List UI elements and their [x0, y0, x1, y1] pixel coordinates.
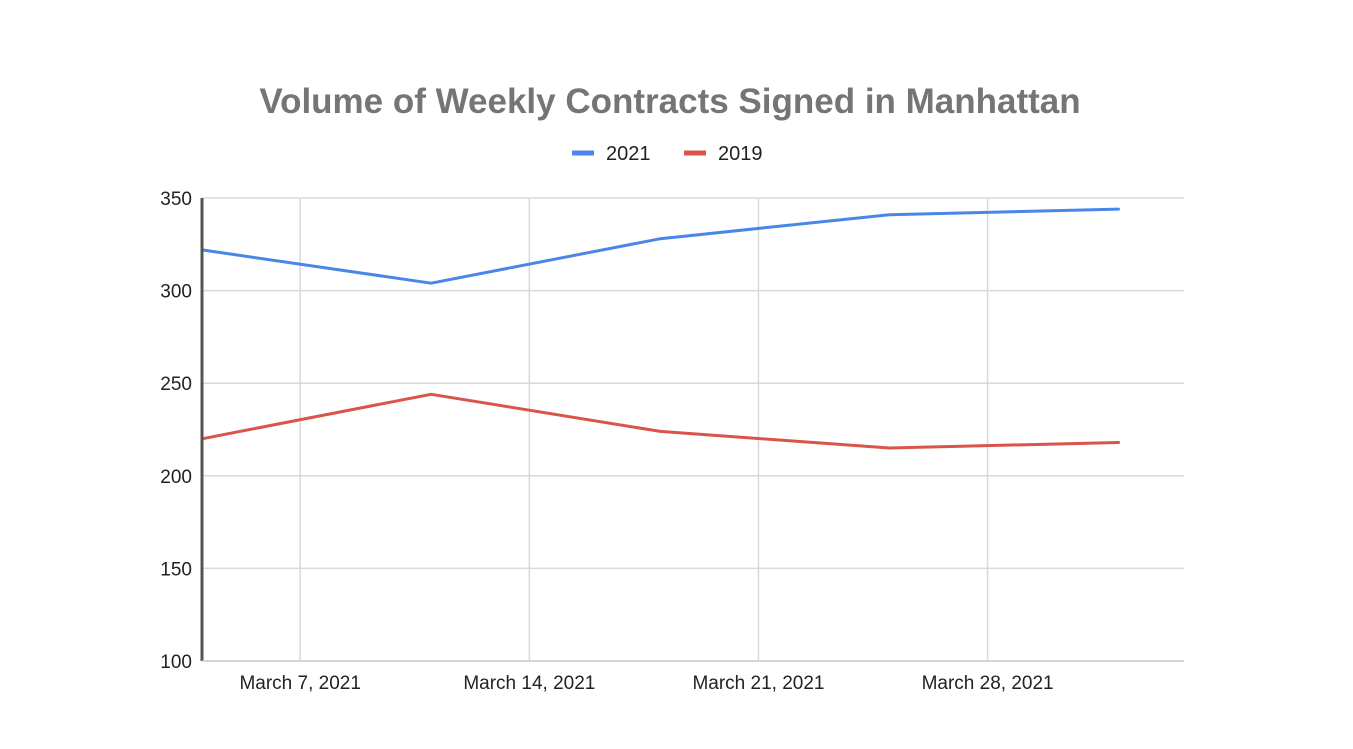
y-tick-label: 300	[160, 282, 192, 303]
y-tick-label: 350	[160, 189, 192, 210]
y-tick-label: 150	[160, 559, 192, 580]
x-tick-label: March 21, 2021	[692, 673, 824, 694]
series-line-2021	[200, 207, 1120, 285]
legend: 2021 2019	[572, 143, 763, 165]
y-axis-ticks: 100 150 200 250 300 350	[160, 189, 192, 673]
x-tick-label: March 7, 2021	[239, 673, 360, 694]
data-point	[428, 391, 434, 397]
legend-label-2021: 2021	[606, 143, 651, 165]
x-axis-ticks: March 7, 2021 March 14, 2021 March 21, 202…	[239, 673, 1053, 694]
x-tick-label: March 14, 2021	[463, 673, 595, 694]
axes	[200, 198, 1184, 662]
data-point	[657, 428, 663, 434]
data-point	[886, 445, 892, 451]
data-point	[1116, 439, 1122, 445]
data-point	[657, 236, 663, 242]
legend-label-2019: 2019	[718, 143, 763, 165]
data-point	[428, 280, 434, 286]
y-tick-label: 100	[160, 652, 192, 673]
data-point	[886, 212, 892, 218]
data-point	[1116, 206, 1122, 212]
y-tick-label: 200	[160, 467, 192, 488]
series-lines	[200, 206, 1122, 451]
x-tick-label: March 28, 2021	[922, 673, 1054, 694]
chart-title: Volume of Weekly Contracts Signed in Man…	[259, 82, 1080, 121]
y-tick-label: 250	[160, 374, 192, 395]
series-line-2019	[200, 392, 1120, 450]
gridlines	[202, 197, 1184, 661]
